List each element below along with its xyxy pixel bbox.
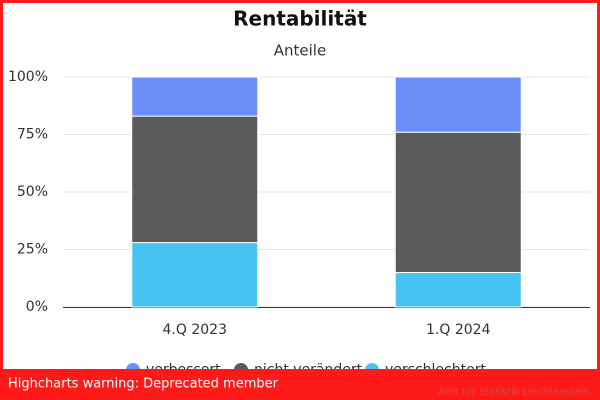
- y-tick-label: 75%: [17, 127, 48, 143]
- y-tick-label: 25%: [17, 242, 48, 258]
- chart-title: Rentabilität: [233, 7, 367, 31]
- bar-segment: [131, 76, 259, 117]
- y-tick-label: 100%: [8, 69, 48, 85]
- bar-segment: [131, 242, 259, 308]
- bar-segment: [394, 272, 522, 308]
- warning-text: Highcharts warning: Deprecated member: [8, 377, 279, 392]
- credits: Amt für Statistik Liechtenstein: [438, 387, 590, 398]
- y-tick-label: 0%: [26, 299, 48, 315]
- x-tick-label: 4.Q 2023: [163, 322, 227, 338]
- bar-segment: [131, 115, 259, 244]
- bar-segment: [394, 76, 522, 133]
- chart-subtitle: Anteile: [274, 42, 326, 60]
- x-tick-label: 1.Q 2024: [426, 322, 491, 338]
- y-tick-label: 50%: [17, 184, 48, 200]
- plot: 0% 25% 50% 75% 100% 4.Q 2023 1.Q 2024: [8, 69, 590, 338]
- bar-segment: [394, 131, 522, 273]
- warning-bar: [0, 369, 600, 400]
